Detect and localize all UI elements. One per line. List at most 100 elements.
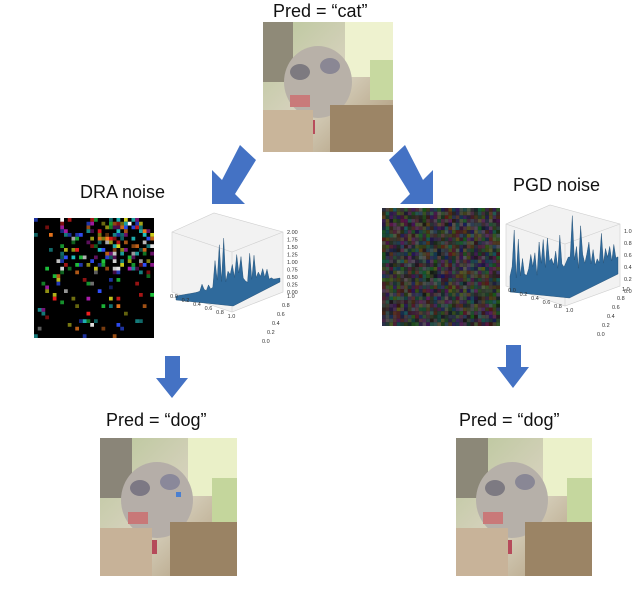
noise-pixel xyxy=(481,303,486,308)
noise-pixel xyxy=(481,248,486,253)
noise-pixel xyxy=(109,218,113,222)
noise-pixel xyxy=(470,263,475,267)
noise-pixel xyxy=(455,252,460,256)
noise-pixel xyxy=(441,285,445,290)
noise-pixel xyxy=(389,237,394,242)
left-pred-label: Pred = “dog” xyxy=(106,410,207,430)
noise-pixel xyxy=(407,211,412,216)
noise-pixel xyxy=(400,322,405,326)
noise-pixel xyxy=(150,293,154,297)
noise-pixel xyxy=(485,252,489,256)
noise-pixel xyxy=(396,278,401,282)
noise-pixel xyxy=(71,296,76,301)
noise-pixel xyxy=(400,259,405,264)
noise-pixel xyxy=(466,296,471,301)
tick-label: 0.4 xyxy=(624,265,632,271)
tick-label: 0.0 xyxy=(262,339,270,345)
noise-pixel xyxy=(407,311,412,315)
noise-pixel xyxy=(448,300,453,304)
noise-pixel xyxy=(124,221,128,226)
noise-pixel xyxy=(496,322,500,326)
noise-pixel xyxy=(385,219,390,223)
noise-pixel xyxy=(452,248,456,253)
noise-pixel xyxy=(470,285,475,290)
noise-pixel xyxy=(441,241,445,245)
noise-pixel xyxy=(146,259,151,263)
noise-pixel xyxy=(433,296,438,301)
noise-pixel xyxy=(485,248,489,253)
noise-pixel xyxy=(466,259,471,264)
noise-pixel xyxy=(470,222,475,227)
noise-pixel xyxy=(455,226,460,231)
noise-pixel xyxy=(400,255,405,260)
noise-pixel xyxy=(444,248,449,253)
noise-pixel xyxy=(382,267,386,271)
noise-pixel xyxy=(488,318,493,323)
noise-pixel xyxy=(459,267,464,271)
noise-pixel xyxy=(455,259,460,264)
noise-pixel xyxy=(34,218,38,222)
noise-pixel xyxy=(437,289,441,293)
noise-pixel xyxy=(455,208,460,212)
noise-pixel xyxy=(139,229,143,233)
noise-pixel xyxy=(396,241,401,245)
noise-pixel xyxy=(422,322,427,326)
noise-pixel xyxy=(411,226,416,231)
noise-pixel xyxy=(393,285,397,290)
noise-pixel xyxy=(474,278,478,282)
noise-pixel xyxy=(407,208,412,212)
noise-pixel xyxy=(86,296,91,301)
tick-label: 1.0 xyxy=(228,314,236,320)
noise-pixel xyxy=(396,215,401,220)
noise-pixel xyxy=(429,230,434,234)
noise-pixel xyxy=(455,296,460,301)
noise-pixel xyxy=(452,237,456,242)
noise-pixel xyxy=(488,263,493,267)
noise-pixel xyxy=(393,241,397,245)
noise-pixel xyxy=(470,311,475,315)
noise-pixel xyxy=(481,233,486,238)
noise-pixel xyxy=(485,303,489,308)
noise-pixel xyxy=(56,259,61,263)
noise-pixel xyxy=(444,211,449,216)
noise-pixel xyxy=(455,285,460,290)
noise-pixel xyxy=(492,222,497,227)
noise-pixel xyxy=(86,311,91,316)
noise-pixel xyxy=(496,278,500,282)
noise-pixel xyxy=(433,252,438,256)
noise-pixel xyxy=(404,307,408,312)
noise-pixel xyxy=(455,318,460,323)
noise-pixel xyxy=(396,230,401,234)
noise-pixel xyxy=(407,292,412,297)
noise-pixel xyxy=(452,285,456,290)
noise-pixel xyxy=(385,241,390,245)
noise-pixel xyxy=(396,270,401,275)
noise-pixel xyxy=(429,270,434,275)
noise-pixel xyxy=(124,233,128,237)
noise-pixel xyxy=(135,281,139,286)
noise-pixel xyxy=(411,314,416,319)
cat-image-pgd-perturbed xyxy=(456,438,592,576)
noise-pixel xyxy=(142,251,147,256)
noise-pixel xyxy=(485,270,489,275)
noise-pixel xyxy=(455,281,460,286)
noise-pixel xyxy=(60,300,64,305)
noise-pixel xyxy=(485,226,489,231)
noise-pixel xyxy=(444,296,449,301)
noise-pixel xyxy=(404,211,408,216)
noise-pixel xyxy=(444,244,449,249)
noise-pixel xyxy=(488,311,493,315)
noise-pixel xyxy=(426,244,430,249)
noise-pixel xyxy=(481,314,486,319)
noise-pixel xyxy=(79,255,83,260)
noise-pixel xyxy=(433,300,438,304)
noise-pixel xyxy=(463,314,467,319)
noise-pixel xyxy=(459,314,464,319)
noise-pixel xyxy=(422,259,427,264)
noise-pixel xyxy=(396,311,401,315)
noise-pixel xyxy=(400,263,405,267)
noise-pixel xyxy=(433,289,438,293)
noise-pixel xyxy=(474,314,478,319)
tick-label: 0.0 xyxy=(508,288,516,294)
noise-pixel xyxy=(393,318,397,323)
